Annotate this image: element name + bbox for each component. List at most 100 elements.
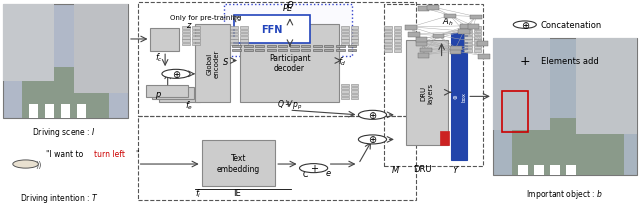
- Bar: [341, 91, 349, 93]
- Bar: [394, 34, 401, 36]
- Text: ⊕: ⊕: [172, 70, 180, 79]
- Bar: [394, 30, 401, 33]
- Bar: [240, 40, 248, 43]
- Bar: [341, 43, 349, 46]
- Text: $S$: $S$: [222, 56, 230, 67]
- Text: ": ": [136, 150, 139, 159]
- Circle shape: [13, 160, 38, 168]
- Bar: [232, 49, 241, 52]
- Text: Only for pre-training: Only for pre-training: [170, 15, 241, 21]
- Bar: [182, 37, 190, 39]
- Text: PE: PE: [283, 4, 293, 13]
- Bar: [159, 90, 200, 102]
- Bar: [394, 40, 401, 43]
- Text: $f_c$: $f_c$: [155, 51, 163, 63]
- Bar: [394, 47, 401, 49]
- Bar: [394, 43, 401, 46]
- Text: Global
encoder: Global encoder: [206, 49, 220, 77]
- Bar: [433, 34, 444, 39]
- Bar: [502, 92, 528, 133]
- Bar: [278, 45, 287, 48]
- Bar: [182, 34, 190, 36]
- Bar: [450, 50, 461, 54]
- Bar: [341, 27, 349, 30]
- Text: +: +: [520, 55, 530, 68]
- Bar: [348, 49, 356, 52]
- Bar: [416, 38, 428, 42]
- Bar: [351, 34, 358, 36]
- Text: $A_h$: $A_h$: [442, 15, 454, 28]
- Text: $M$: $M$: [391, 163, 400, 174]
- Bar: [351, 37, 358, 39]
- Bar: [74, 5, 128, 94]
- Bar: [301, 49, 310, 52]
- Bar: [230, 27, 238, 30]
- Bar: [192, 37, 200, 39]
- Text: Concatenation: Concatenation: [541, 21, 602, 30]
- Bar: [420, 48, 431, 53]
- Text: FFN: FFN: [261, 25, 283, 35]
- Bar: [474, 34, 481, 36]
- Bar: [341, 30, 349, 33]
- Bar: [240, 43, 248, 46]
- Text: $f_e$: $f_e$: [185, 99, 193, 111]
- Bar: [576, 39, 637, 135]
- Bar: [474, 40, 481, 43]
- Bar: [566, 165, 576, 175]
- Bar: [341, 40, 349, 43]
- Bar: [493, 39, 637, 175]
- Bar: [195, 24, 230, 102]
- Text: ⊕: ⊕: [369, 110, 376, 120]
- Bar: [341, 94, 349, 96]
- Bar: [255, 45, 264, 48]
- Bar: [45, 104, 54, 118]
- Bar: [394, 37, 401, 39]
- Text: )): )): [35, 160, 42, 169]
- Text: Driving intention : $\it{T}$: Driving intention : $\it{T}$: [20, 191, 98, 204]
- Bar: [474, 50, 481, 52]
- Text: turn left: turn left: [94, 150, 125, 159]
- Bar: [240, 30, 248, 33]
- Bar: [351, 27, 358, 30]
- Text: $Y$: $Y$: [452, 163, 460, 174]
- Bar: [301, 45, 310, 48]
- Bar: [146, 86, 188, 98]
- Text: Text
embedding: Text embedding: [217, 154, 260, 173]
- Bar: [240, 27, 248, 30]
- Text: $F$: $F$: [166, 68, 173, 79]
- Bar: [192, 27, 200, 30]
- Text: DRU: DRU: [413, 164, 431, 173]
- Bar: [138, 116, 416, 200]
- Bar: [534, 165, 544, 175]
- Bar: [464, 47, 472, 49]
- Bar: [474, 47, 481, 49]
- Bar: [384, 50, 392, 52]
- Bar: [406, 41, 448, 145]
- Bar: [394, 27, 401, 30]
- Text: $z$: $z$: [186, 21, 192, 30]
- Bar: [384, 43, 392, 46]
- Text: $f_d$: $f_d$: [338, 55, 347, 67]
- Bar: [324, 45, 333, 48]
- Bar: [512, 118, 624, 175]
- Bar: [418, 7, 429, 11]
- Bar: [244, 45, 253, 48]
- Bar: [324, 49, 333, 52]
- Bar: [474, 37, 481, 39]
- Bar: [440, 132, 449, 145]
- Bar: [230, 34, 238, 36]
- Bar: [3, 5, 128, 118]
- Bar: [384, 37, 392, 39]
- Bar: [351, 91, 358, 93]
- Text: Driving scene : $\it{I}$: Driving scene : $\it{I}$: [32, 125, 96, 138]
- Bar: [493, 39, 550, 131]
- Bar: [240, 34, 248, 36]
- Bar: [451, 34, 467, 160]
- Bar: [405, 26, 417, 30]
- Bar: [384, 34, 392, 36]
- Bar: [477, 42, 488, 46]
- Bar: [351, 94, 358, 96]
- Bar: [384, 30, 392, 33]
- Bar: [444, 14, 456, 19]
- Bar: [77, 104, 86, 118]
